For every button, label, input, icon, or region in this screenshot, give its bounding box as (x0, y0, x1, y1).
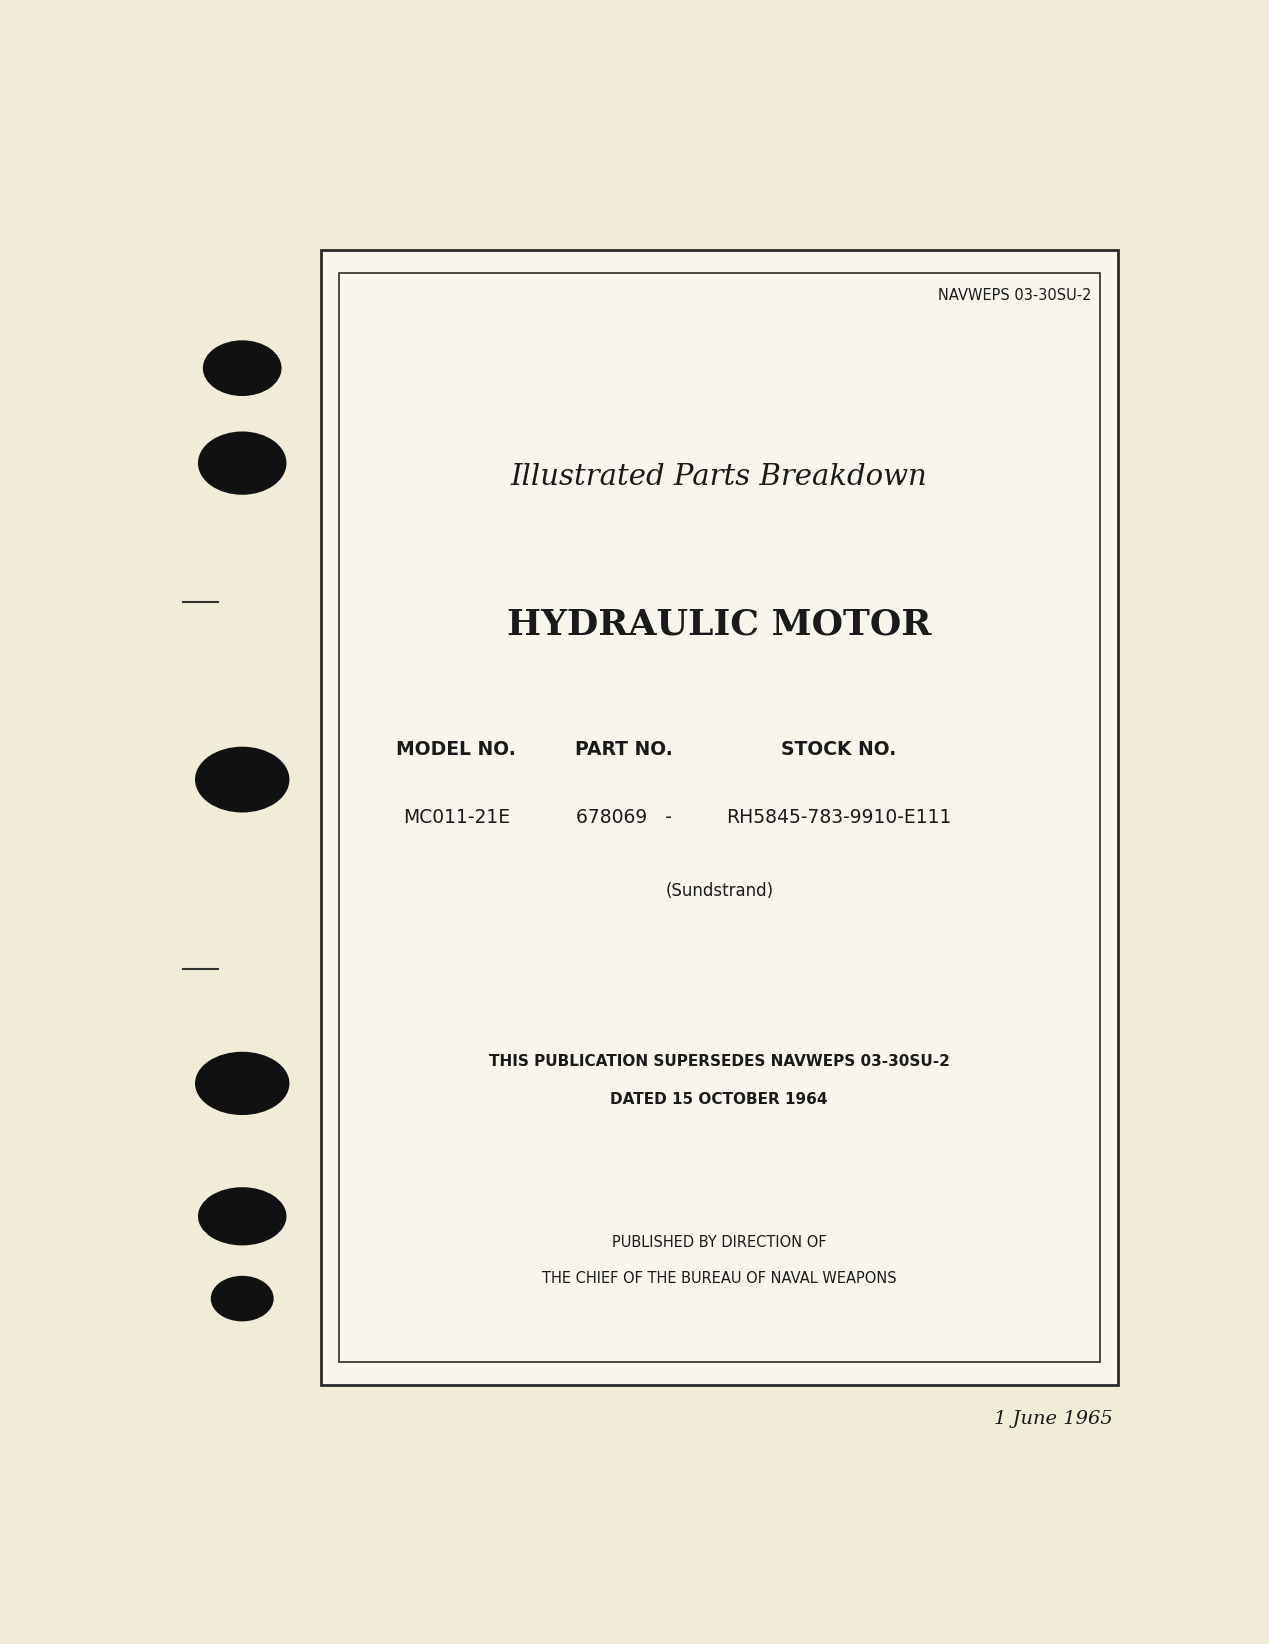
Text: DATED 15 OCTOBER 1964: DATED 15 OCTOBER 1964 (610, 1092, 827, 1106)
Text: THIS PUBLICATION SUPERSEDES NAVWEPS 03-30SU-2: THIS PUBLICATION SUPERSEDES NAVWEPS 03-3… (489, 1054, 949, 1069)
Ellipse shape (195, 1052, 289, 1115)
Ellipse shape (198, 431, 287, 495)
Ellipse shape (198, 1187, 287, 1246)
Text: (Sundstrand): (Sundstrand) (665, 883, 773, 901)
Text: RH5845-783-9910-E111: RH5845-783-9910-E111 (726, 809, 952, 827)
Text: 678069   -: 678069 - (576, 809, 671, 827)
Text: PART NO.: PART NO. (575, 740, 673, 760)
Text: MC011-21E: MC011-21E (402, 809, 510, 827)
Text: MODEL NO.: MODEL NO. (396, 740, 516, 760)
Bar (339, 273, 1100, 1361)
Text: NAVWEPS 03-30SU-2: NAVWEPS 03-30SU-2 (939, 288, 1091, 304)
Text: THE CHIEF OF THE BUREAU OF NAVAL WEAPONS: THE CHIEF OF THE BUREAU OF NAVAL WEAPONS (542, 1271, 896, 1286)
Text: 1 June 1965: 1 June 1965 (994, 1411, 1113, 1429)
Text: PUBLISHED BY DIRECTION OF: PUBLISHED BY DIRECTION OF (612, 1235, 826, 1251)
Ellipse shape (211, 1276, 274, 1322)
Ellipse shape (195, 746, 289, 812)
Text: STOCK NO.: STOCK NO. (782, 740, 896, 760)
Ellipse shape (203, 340, 282, 396)
Text: HYDRAULIC MOTOR: HYDRAULIC MOTOR (508, 608, 931, 641)
Text: Illustrated Parts Breakdown: Illustrated Parts Breakdown (511, 464, 928, 492)
Bar (321, 250, 1118, 1384)
